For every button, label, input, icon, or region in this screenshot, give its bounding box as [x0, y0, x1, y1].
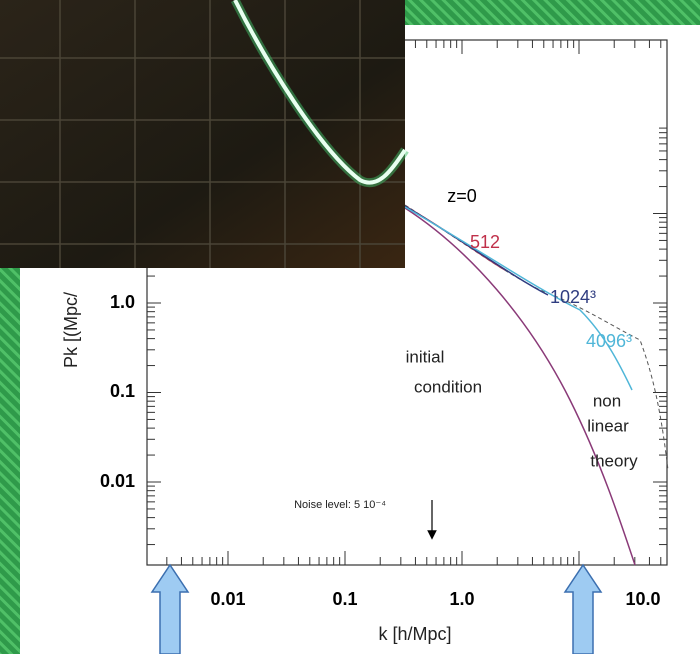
initial-curve — [404, 207, 636, 566]
x-tick-label: 0.01 — [210, 589, 245, 609]
noise-label: Noise level: 5 10⁻⁴ — [294, 499, 386, 511]
initial-label: initial — [406, 347, 445, 366]
y-tick-label: 0.01 — [100, 471, 135, 491]
label-512: 512 — [470, 232, 500, 252]
nonlinear-label: linear — [587, 416, 629, 435]
highlight-arrow — [150, 563, 190, 655]
label-1024: 1024³ — [550, 287, 596, 307]
label-4096: 4096³ — [586, 331, 632, 351]
nonlinear-label: non — [593, 391, 621, 410]
x-tick-label: 1.0 — [449, 589, 474, 609]
curve-4096 — [404, 206, 633, 391]
nonlinear-curve — [404, 204, 669, 471]
highlight-arrow — [563, 563, 603, 655]
y-tick-label: 1.0 — [110, 292, 135, 312]
x-axis-label: k [h/Mpc] — [378, 624, 451, 644]
y-tick-label: 0.1 — [110, 381, 135, 401]
scope-photo — [0, 0, 409, 268]
redshift-label: z=0 — [447, 186, 477, 206]
x-tick-label: 10.0 — [625, 589, 660, 609]
y-axis-label: Pk [(Mpc/ — [61, 292, 81, 368]
x-tick-label: 0.1 — [332, 589, 357, 609]
nonlinear-label: theory — [590, 451, 638, 470]
initial-label: condition — [414, 377, 482, 396]
